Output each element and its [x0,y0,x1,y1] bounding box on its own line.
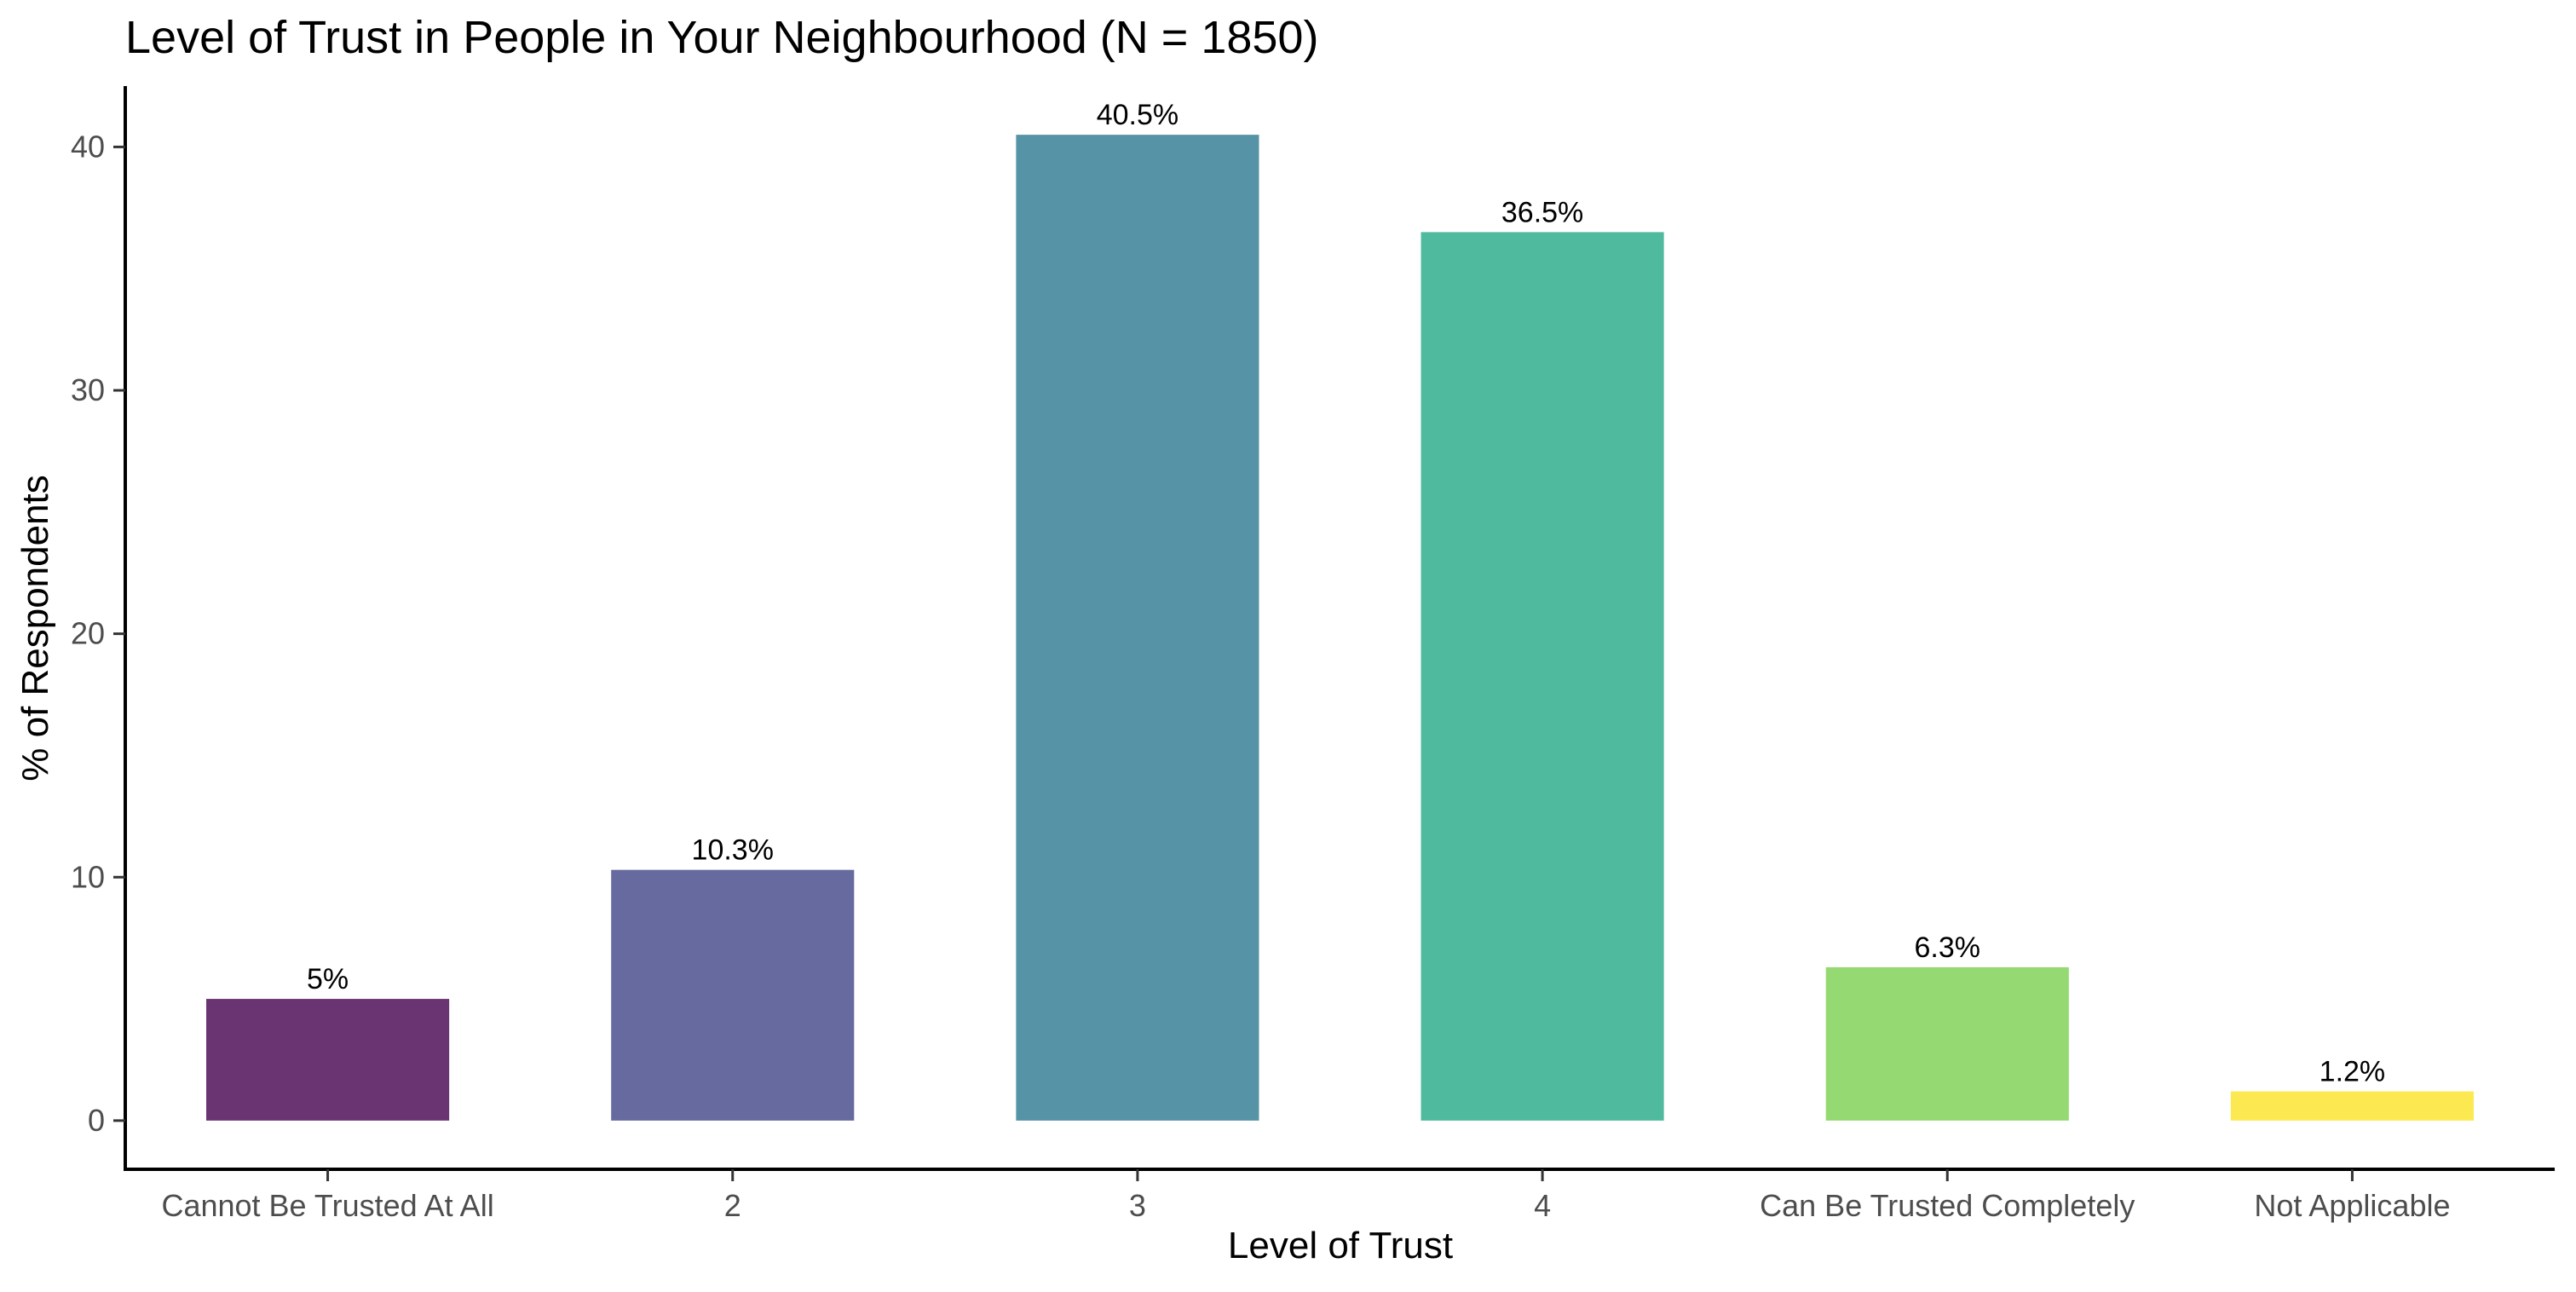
y-tick-label-40: 40 [71,129,105,164]
y-tick-label-20: 20 [71,616,105,651]
data-label-2: 10.3% [692,834,774,867]
bar-3 [1016,135,1259,1121]
x-axis-title: Level of Trust [1228,1225,1453,1266]
x-tick-label-5: Can Be Trusted Completely [1760,1188,2135,1223]
x-tick-label-1: Cannot Be Trusted At All [161,1188,493,1223]
data-label-4: 36.5% [1501,196,1583,228]
y-tick-label-10: 10 [71,859,105,894]
x-tick-label-3: 3 [1129,1188,1146,1223]
bar-2 [611,869,855,1121]
y-axis-ticks: 0 10 20 30 40 [71,129,125,1138]
x-tick-label-6: Not Applicable [2254,1188,2450,1223]
y-tick-label-0: 0 [88,1103,105,1138]
y-axis-title: % of Respondents [14,475,56,782]
x-tick-label-4: 4 [1534,1188,1551,1223]
data-label-5: 6.3% [1915,932,1981,964]
bar-5 [1825,966,2069,1121]
data-label-3: 40.5% [1097,99,1179,131]
bar-1 [206,999,450,1121]
bars [206,135,2474,1121]
data-label-1: 5% [307,963,349,995]
x-axis-ticks: Cannot Be Trusted At All 2 3 4 Can Be Truste… [161,1169,2450,1223]
chart-title: Level of Trust in People in Your Neighbo… [125,12,1318,63]
x-tick-label-2: 2 [724,1188,741,1223]
bar-6 [2230,1091,2474,1121]
data-labels: 5% 10.3% 40.5% 36.5% 6.3% 1.2% [307,99,2385,1087]
bar-4 [1421,232,1664,1121]
data-label-6: 1.2% [2320,1056,2386,1088]
y-tick-label-30: 30 [71,372,105,407]
